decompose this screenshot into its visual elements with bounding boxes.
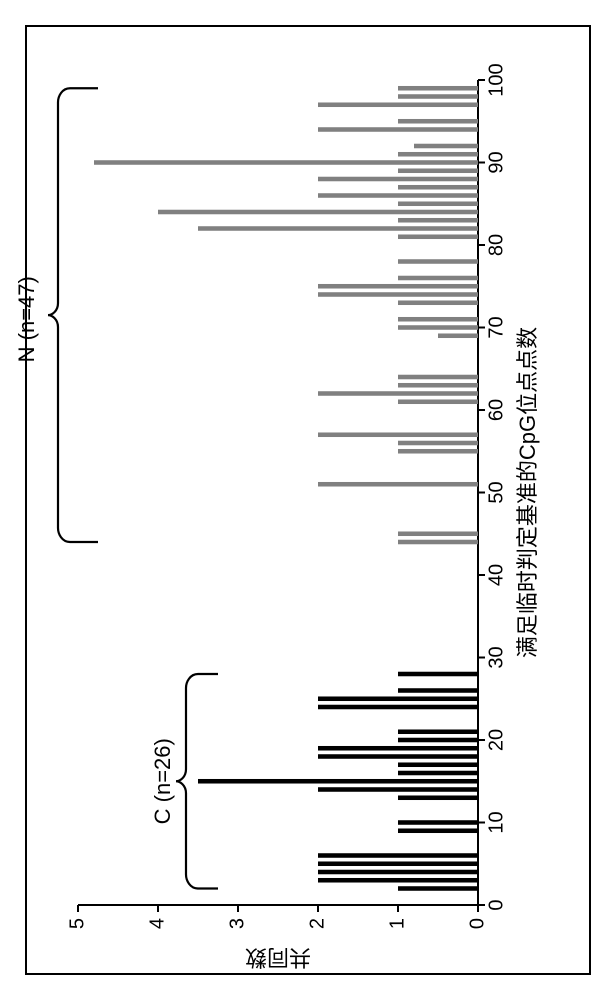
x-tick-label: 100 (486, 63, 508, 96)
bar-N (94, 160, 478, 165)
bar-N (398, 399, 478, 404)
bar-N (438, 333, 478, 338)
bar-N (398, 218, 478, 223)
bar-N (318, 193, 478, 198)
bar-C (318, 878, 478, 883)
bar-N (198, 226, 478, 231)
bar-N (398, 531, 478, 536)
bar-C (398, 828, 478, 833)
x-tick-label: 90 (486, 151, 508, 173)
bar-C (318, 870, 478, 875)
bar-C (398, 729, 478, 734)
bar-N (398, 119, 478, 124)
x-tick-label: 50 (486, 481, 508, 503)
bar-C (318, 853, 478, 858)
bar-N (398, 317, 478, 322)
bar-N (398, 325, 478, 330)
bar-N (318, 284, 478, 289)
x-tick-label: 70 (486, 316, 508, 338)
bar-N (398, 449, 478, 454)
x-axis-label: 满足临时判定基准的CpG位点点数 (515, 327, 540, 658)
bar-N (398, 152, 478, 157)
bar-N (398, 276, 478, 281)
x-tick-label: 60 (486, 399, 508, 421)
bar-C (398, 762, 478, 767)
y-axis-label: 共同数 (245, 945, 311, 970)
bar-C (398, 688, 478, 693)
bar-N (398, 168, 478, 173)
series-label-C: C (n=26) (150, 738, 175, 824)
bar-N (398, 383, 478, 388)
x-tick-label: 10 (486, 811, 508, 833)
chart-group: 0 10 20 30 40 50 60 70 80 90 100 0 1 2 3 4 5 满足临时判定基准的CpG… (14, 63, 540, 970)
y-tick-label: 1 (386, 918, 408, 929)
bar-N (318, 127, 478, 132)
bar-N (398, 300, 478, 305)
y-tick-label: 4 (146, 918, 168, 929)
bar-N (398, 540, 478, 545)
bar-N (398, 259, 478, 264)
series-label-N: N (n=47) (14, 276, 39, 362)
bar-N (398, 234, 478, 239)
y-tick-label: 5 (66, 918, 88, 929)
bar-C (398, 820, 478, 825)
y-tick-label: 3 (226, 918, 248, 929)
bar-N (158, 210, 478, 215)
x-tick-label: 40 (486, 564, 508, 586)
bar-C (398, 795, 478, 800)
bar-C (318, 754, 478, 759)
bar-C (318, 746, 478, 751)
bar-C (398, 771, 478, 776)
bar-N (318, 177, 478, 182)
y-tick-label: 0 (466, 918, 488, 929)
bar-N (398, 86, 478, 91)
bar-C (398, 672, 478, 677)
bar-N (318, 391, 478, 396)
bar-N (398, 375, 478, 380)
bar-N (398, 441, 478, 446)
bar-C (398, 886, 478, 891)
bar-N (318, 292, 478, 297)
y-tick-label: 2 (306, 918, 328, 929)
bar-C (318, 861, 478, 866)
bar-C (318, 705, 478, 710)
x-tick-label: 0 (486, 899, 508, 910)
bar-N (398, 201, 478, 206)
x-tick-label: 30 (486, 646, 508, 668)
bar-N (398, 185, 478, 190)
bracket-N (48, 88, 98, 542)
bar-C (198, 779, 478, 784)
bar-N (398, 94, 478, 99)
bar-C (398, 738, 478, 743)
bar-C (318, 696, 478, 701)
x-tick-label: 80 (486, 234, 508, 256)
x-tick-label: 20 (486, 729, 508, 751)
bar-N (318, 102, 478, 107)
bar-N (318, 432, 478, 437)
bar-N (318, 482, 478, 487)
bar-N (414, 144, 478, 149)
bar-C (318, 787, 478, 792)
